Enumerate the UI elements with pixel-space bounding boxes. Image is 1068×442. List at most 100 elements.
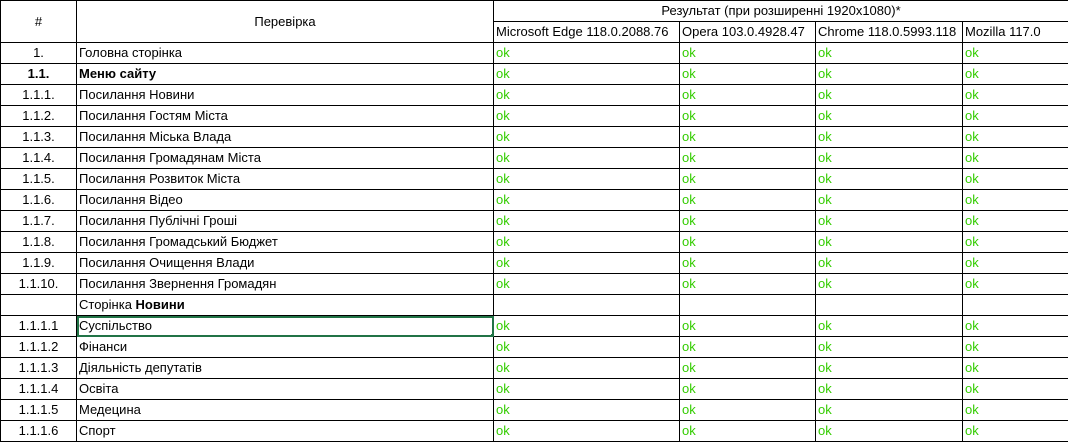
header-browser-mozilla[interactable]: Mozilla 117.0 (963, 22, 1068, 43)
result-cell[interactable]: ok (816, 148, 963, 169)
result-cell[interactable]: ok (963, 379, 1068, 400)
result-cell[interactable]: ok (816, 358, 963, 379)
result-cell[interactable]: ok (963, 232, 1068, 253)
result-cell[interactable]: ok (963, 85, 1068, 106)
row-number-cell[interactable]: 1.1.9. (1, 253, 77, 274)
result-cell[interactable]: ok (494, 337, 680, 358)
result-cell[interactable]: ok (816, 190, 963, 211)
result-cell[interactable]: ok (680, 85, 816, 106)
result-cell[interactable]: ok (494, 148, 680, 169)
result-cell[interactable]: ok (816, 106, 963, 127)
row-number-cell[interactable]: 1.1.5. (1, 169, 77, 190)
header-browser-chrome[interactable]: Chrome 118.0.5993.118 (816, 22, 963, 43)
row-number-cell[interactable]: 1.1.2. (1, 106, 77, 127)
check-label-cell[interactable]: Діяльність депутатів (77, 358, 494, 379)
row-number-cell[interactable]: 1. (1, 43, 77, 64)
result-cell[interactable]: ok (494, 190, 680, 211)
result-cell[interactable] (963, 295, 1068, 316)
row-number-cell[interactable]: 1.1.1.3 (1, 358, 77, 379)
result-cell[interactable]: ok (816, 85, 963, 106)
result-cell[interactable]: ok (963, 358, 1068, 379)
result-cell[interactable]: ok (816, 253, 963, 274)
result-cell[interactable]: ok (963, 337, 1068, 358)
result-cell[interactable]: ok (494, 274, 680, 295)
row-number-cell[interactable]: 1.1.1.4 (1, 379, 77, 400)
result-cell[interactable]: ok (494, 85, 680, 106)
result-cell[interactable]: ok (963, 211, 1068, 232)
result-cell[interactable]: ok (494, 253, 680, 274)
row-number-cell[interactable]: 1.1.1.1 (1, 316, 77, 337)
row-number-cell[interactable]: 1.1.6. (1, 190, 77, 211)
result-cell[interactable]: ok (963, 127, 1068, 148)
result-cell[interactable]: ok (816, 169, 963, 190)
result-cell[interactable]: ok (680, 64, 816, 85)
row-number-cell[interactable]: 1.1.10. (1, 274, 77, 295)
check-label-cell[interactable]: Посилання Гостям Міста (77, 106, 494, 127)
check-label-cell[interactable]: Посилання Відео (77, 190, 494, 211)
result-cell[interactable]: ok (816, 211, 963, 232)
check-label-cell[interactable]: Сторінка Новини (77, 295, 494, 316)
result-cell[interactable]: ok (494, 211, 680, 232)
result-cell[interactable]: ok (963, 190, 1068, 211)
result-cell[interactable]: ok (680, 379, 816, 400)
result-cell[interactable]: ok (963, 148, 1068, 169)
result-cell[interactable]: ok (963, 64, 1068, 85)
result-cell[interactable]: ok (816, 232, 963, 253)
result-cell[interactable]: ok (494, 64, 680, 85)
header-num[interactable]: # (1, 1, 77, 43)
result-cell[interactable]: ok (816, 64, 963, 85)
result-cell[interactable]: ok (680, 190, 816, 211)
row-number-cell[interactable]: 1.1.1. (1, 85, 77, 106)
row-number-cell[interactable]: 1.1. (1, 64, 77, 85)
result-cell[interactable]: ok (816, 379, 963, 400)
check-label-cell[interactable]: Медецина (77, 400, 494, 421)
result-cell[interactable]: ok (680, 421, 816, 442)
row-number-cell[interactable] (1, 295, 77, 316)
check-label-cell[interactable]: Посилання Громадянам Міста (77, 148, 494, 169)
check-label-cell[interactable]: Фінанси (77, 337, 494, 358)
result-cell[interactable]: ok (680, 253, 816, 274)
header-result[interactable]: Результат (при розширенні 1920х1080)* (494, 1, 1068, 22)
check-label-cell[interactable]: Посилання Публічні Гроші (77, 211, 494, 232)
result-cell[interactable]: ok (680, 148, 816, 169)
result-cell[interactable] (816, 295, 963, 316)
result-cell[interactable]: ok (816, 337, 963, 358)
check-label-cell[interactable]: Посилання Розвиток Міста (77, 169, 494, 190)
row-number-cell[interactable]: 1.1.8. (1, 232, 77, 253)
result-cell[interactable]: ok (816, 43, 963, 64)
check-label-cell[interactable]: Посилання Новини (77, 85, 494, 106)
result-cell[interactable]: ok (963, 43, 1068, 64)
result-cell[interactable] (680, 295, 816, 316)
check-label-cell[interactable]: Суспільство (77, 316, 494, 337)
result-cell[interactable]: ok (680, 169, 816, 190)
result-cell[interactable]: ok (963, 316, 1068, 337)
result-cell[interactable]: ok (680, 211, 816, 232)
result-cell[interactable]: ok (494, 358, 680, 379)
result-cell[interactable]: ok (963, 106, 1068, 127)
check-label-cell[interactable]: Посилання Громадський Бюджет (77, 232, 494, 253)
check-label-cell[interactable]: Посилання Міська Влада (77, 127, 494, 148)
check-label-cell[interactable]: Освіта (77, 379, 494, 400)
result-cell[interactable]: ok (963, 421, 1068, 442)
result-cell[interactable]: ok (680, 127, 816, 148)
row-number-cell[interactable]: 1.1.1.5 (1, 400, 77, 421)
check-label-cell[interactable]: Посилання Звернення Громадян (77, 274, 494, 295)
row-number-cell[interactable]: 1.1.4. (1, 148, 77, 169)
result-cell[interactable]: ok (963, 253, 1068, 274)
result-cell[interactable]: ok (816, 421, 963, 442)
row-number-cell[interactable]: 1.1.1.2 (1, 337, 77, 358)
result-cell[interactable]: ok (680, 316, 816, 337)
check-label-cell[interactable]: Меню сайту (77, 64, 494, 85)
result-cell[interactable]: ok (816, 274, 963, 295)
result-cell[interactable]: ok (494, 316, 680, 337)
result-cell[interactable]: ok (494, 43, 680, 64)
result-cell[interactable]: ok (816, 127, 963, 148)
result-cell[interactable]: ok (816, 400, 963, 421)
result-cell[interactable]: ok (494, 169, 680, 190)
header-browser-edge[interactable]: Microsoft Edge 118.0.2088.76 (494, 22, 680, 43)
result-cell[interactable]: ok (680, 274, 816, 295)
result-cell[interactable]: ok (494, 400, 680, 421)
result-cell[interactable]: ok (963, 274, 1068, 295)
result-cell[interactable]: ok (816, 316, 963, 337)
result-cell[interactable]: ok (680, 232, 816, 253)
